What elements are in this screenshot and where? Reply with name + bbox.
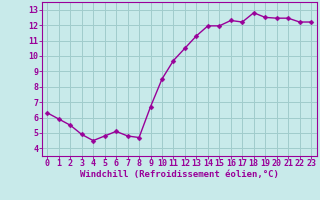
X-axis label: Windchill (Refroidissement éolien,°C): Windchill (Refroidissement éolien,°C) (80, 170, 279, 179)
